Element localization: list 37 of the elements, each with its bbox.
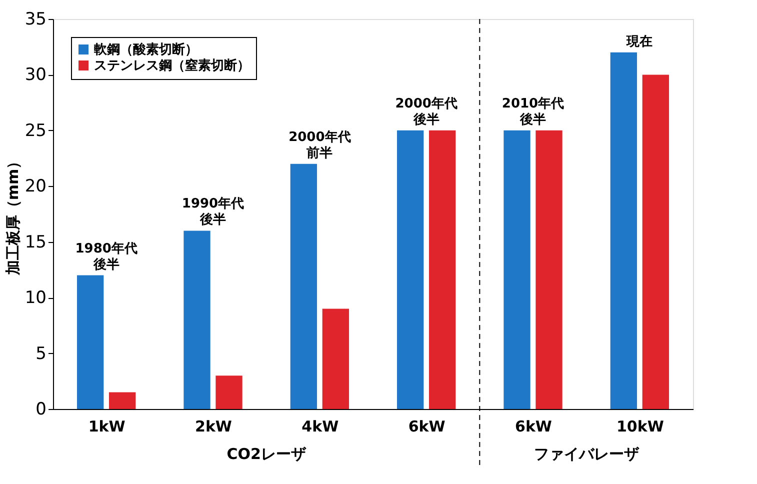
y-tick-label: 15 xyxy=(24,232,46,252)
annotation: 現在 xyxy=(626,34,653,50)
x-tick-label: 1kW xyxy=(88,418,126,436)
x-tick-label: 2kW xyxy=(195,418,232,436)
text: CO2レーザ xyxy=(226,445,307,463)
x-tick-label: 6kW xyxy=(408,418,446,436)
text: ファイバレーザ xyxy=(534,445,640,463)
bar xyxy=(397,130,424,409)
bar xyxy=(77,275,104,409)
y-tick-label: 25 xyxy=(24,120,46,141)
y-tick-label: 0 xyxy=(36,400,46,420)
bar xyxy=(290,164,317,409)
annotation: 2000年代前半 xyxy=(288,130,351,161)
x-tick-label: 4kW xyxy=(302,418,340,436)
bar xyxy=(184,230,210,409)
y-tick-label: 30 xyxy=(24,65,46,86)
annotation: 1990年代後半 xyxy=(182,196,244,228)
bar xyxy=(429,130,456,409)
y-tick-label: 10 xyxy=(24,288,46,308)
bar xyxy=(322,308,349,409)
annotation: 1980年代後半 xyxy=(75,241,138,272)
bar xyxy=(216,376,242,409)
annotation: 2000年代後半 xyxy=(395,96,458,128)
y-tick-label: 20 xyxy=(24,176,46,197)
legend-label: 軟鋼（酸素切断） xyxy=(93,42,198,58)
x-tick-label: 6kW xyxy=(515,418,552,436)
bar xyxy=(536,130,562,409)
y-axis-title: 加工板厚（mm） xyxy=(4,154,22,276)
bar xyxy=(504,130,530,409)
bar xyxy=(109,392,136,409)
y-tick-label: 35 xyxy=(24,10,46,30)
y-tick-label: 5 xyxy=(36,344,46,364)
bar xyxy=(610,52,637,409)
annotation: 2010年代後半 xyxy=(502,96,564,128)
x-tick-label: 10kW xyxy=(616,418,664,436)
bar xyxy=(642,74,669,409)
legend-label: ステンレス鋼（窒素切断） xyxy=(94,58,250,74)
